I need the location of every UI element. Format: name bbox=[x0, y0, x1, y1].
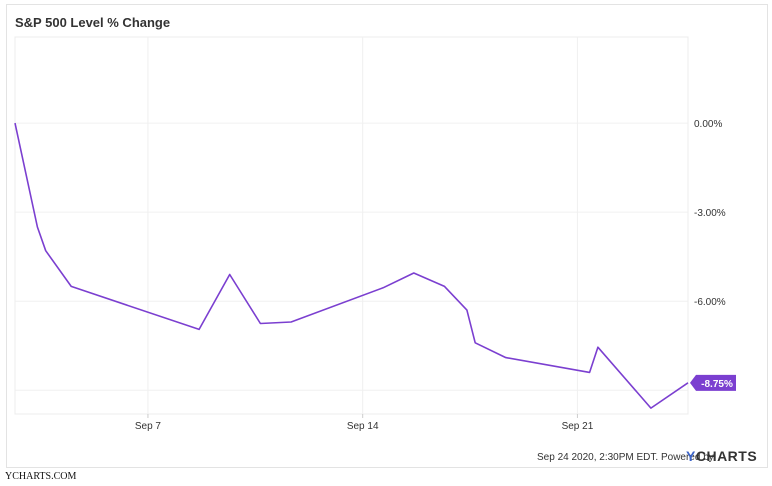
ycharts-logo[interactable]: YCHARTS bbox=[686, 448, 757, 464]
y-tick-label: -3.00% bbox=[694, 208, 726, 219]
ycharts-credit: YCHARTS.COM bbox=[5, 471, 77, 482]
x-tick-label: Sep 21 bbox=[562, 421, 594, 432]
plot-area bbox=[14, 36, 689, 415]
ycharts-logo-y: Y bbox=[686, 448, 696, 464]
footer-timestamp: Sep 24 2020, 2:30PM EDT. Powered by bbox=[537, 452, 714, 463]
last-value-flag bbox=[690, 374, 736, 391]
y-tick-label: 0.00% bbox=[694, 119, 722, 130]
chart-title: S&P 500 Level % Change bbox=[15, 15, 171, 30]
ycharts-logo-rest: CHARTS bbox=[695, 448, 758, 464]
y-tick-label: -6.00% bbox=[694, 297, 726, 308]
x-tick-label: Sep 7 bbox=[135, 421, 162, 432]
x-tick-label: Sep 14 bbox=[347, 421, 379, 432]
series-line bbox=[14, 122, 689, 409]
last-value-label: -8.75% bbox=[701, 379, 733, 390]
